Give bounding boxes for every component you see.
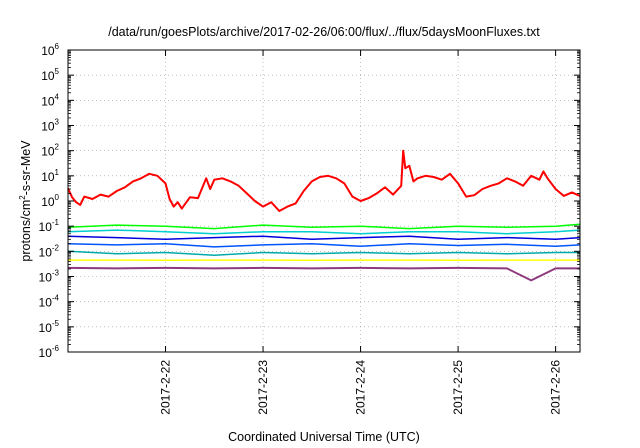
- x-tick-label: 2017-2-25: [451, 360, 465, 415]
- y-tick-label: 100: [41, 193, 59, 209]
- y-tick-label: 10-1: [39, 218, 60, 234]
- y-tick-label: 10-2: [39, 243, 60, 259]
- series-line-6: [67, 250, 580, 256]
- y-tick-label: 102: [41, 143, 59, 159]
- y-axis-label: protons/cm2-s-sr-MeV: [18, 140, 33, 262]
- x-tick-label: 2017-2-26: [549, 360, 563, 415]
- series-line-3: [67, 229, 581, 235]
- y-tick-label: 104: [41, 92, 59, 108]
- chart-title: /data/run/goesPlots/archive/2017-02-26/0…: [108, 25, 540, 39]
- x-tick-label: 2017-2-22: [159, 360, 173, 415]
- y-axis-label-unit: protons/cm: [19, 200, 33, 262]
- x-tick-label: 2017-2-23: [256, 360, 270, 415]
- y-tick-label: 10-6: [39, 344, 60, 360]
- y-tick-label: 105: [41, 67, 59, 83]
- series-layer: [67, 149, 581, 282]
- x-tick-label: 2017-2-24: [354, 360, 368, 415]
- series-line-4: [67, 235, 581, 241]
- y-axis-label-exponent: 2: [18, 195, 27, 200]
- y-axis-label-rest: -s-sr-MeV: [19, 140, 33, 196]
- y-tick-label: 101: [41, 168, 59, 184]
- x-axis-label: Coordinated Universal Time (UTC): [228, 430, 420, 444]
- y-tick-label: 106: [41, 42, 59, 58]
- y-axis-ticks: 10-6 10-5 10-4 10-3 10-2 10-1 100 101 102 103 104 1…: [39, 42, 580, 360]
- grid: [68, 50, 580, 352]
- series-line-5: [67, 243, 581, 248]
- x-axis-ticks: 2017-2-22 2017-2-23 2017-2-24 2017-2-25 2017…: [159, 50, 563, 415]
- y-tick-label: 103: [41, 118, 59, 134]
- series-line-8: [67, 266, 580, 282]
- series-line-2: [67, 223, 581, 230]
- y-tick-label: 10-3: [39, 269, 60, 285]
- y-tick-label: 10-5: [39, 319, 60, 335]
- series-line-1: [67, 149, 581, 212]
- y-tick-label: 10-4: [39, 294, 60, 310]
